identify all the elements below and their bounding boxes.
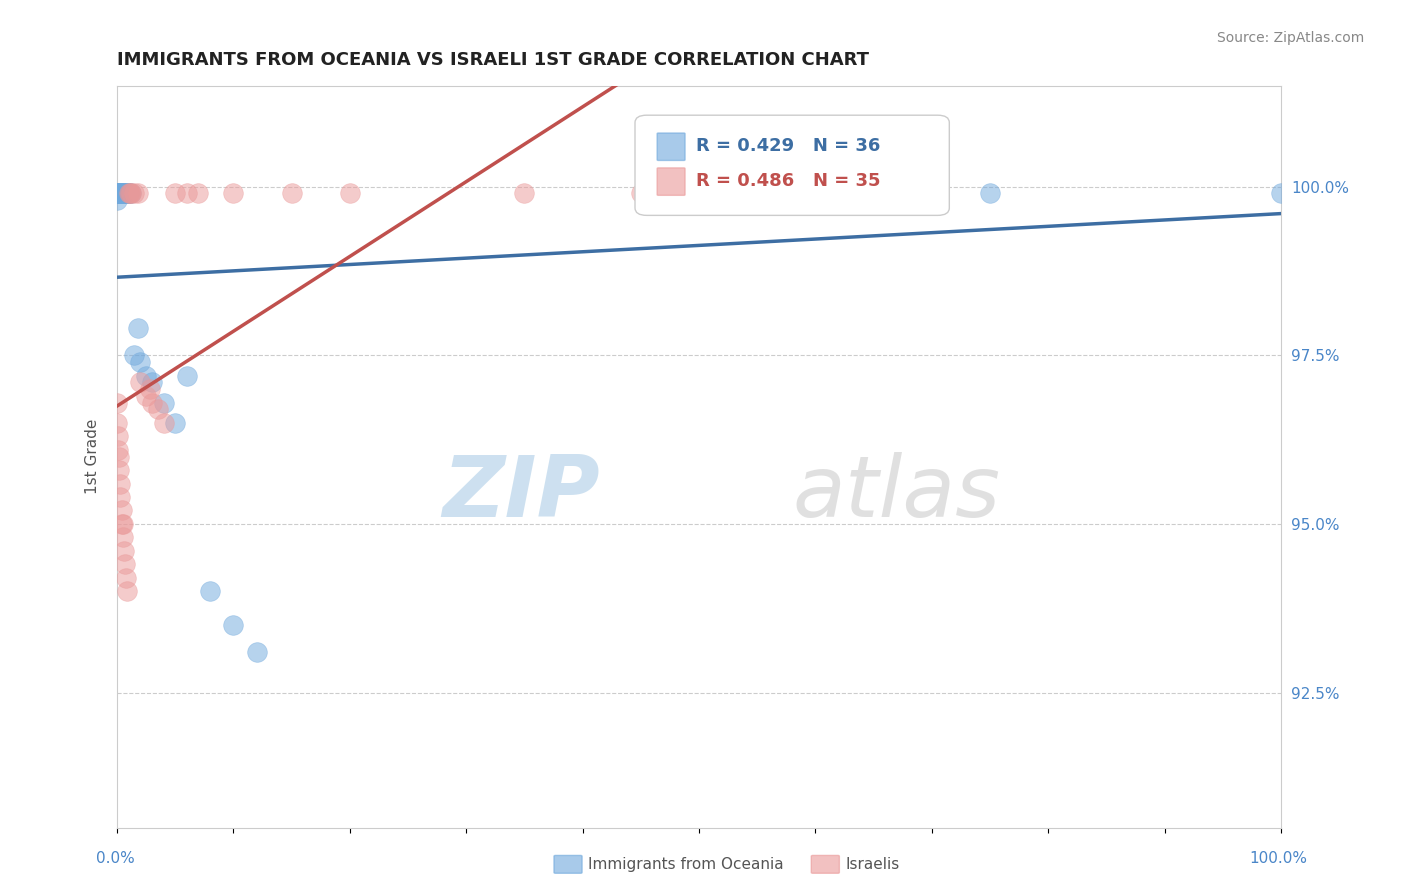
Point <box>108 186 131 201</box>
Point <box>138 382 160 396</box>
Point <box>141 395 163 409</box>
Text: IMMIGRANTS FROM OCEANIA VS ISRAELI 1ST GRADE CORRELATION CHART: IMMIGRANTS FROM OCEANIA VS ISRAELI 1ST G… <box>117 51 869 69</box>
Point <box>107 186 129 201</box>
Point <box>108 463 131 477</box>
Point <box>127 186 149 201</box>
Point <box>117 186 139 201</box>
Point <box>222 618 245 632</box>
Point <box>115 186 138 201</box>
Text: atlas: atlas <box>792 452 1000 535</box>
Point <box>105 186 128 201</box>
Point <box>176 368 198 383</box>
Point <box>111 186 134 201</box>
Point <box>630 186 652 201</box>
Point <box>117 186 139 201</box>
Text: 0.0%: 0.0% <box>96 851 135 865</box>
Point <box>979 186 1001 201</box>
Point <box>110 186 132 201</box>
Point <box>124 186 146 201</box>
Point <box>152 395 174 409</box>
Point <box>117 584 139 599</box>
Point <box>105 416 128 430</box>
Point <box>110 490 132 504</box>
Point <box>141 376 163 390</box>
Point <box>747 186 769 201</box>
Point <box>114 186 136 201</box>
FancyBboxPatch shape <box>657 168 685 195</box>
Text: R = 0.429   N = 36: R = 0.429 N = 36 <box>696 137 880 155</box>
FancyBboxPatch shape <box>636 115 949 215</box>
Point <box>129 355 152 369</box>
Y-axis label: 1st Grade: 1st Grade <box>86 419 100 494</box>
Point <box>135 368 157 383</box>
Point <box>105 395 128 409</box>
Point <box>111 516 134 531</box>
Point <box>124 348 146 362</box>
Text: Immigrants from Oceania: Immigrants from Oceania <box>588 857 783 871</box>
Point <box>111 503 134 517</box>
Point <box>176 186 198 201</box>
Point <box>118 186 141 201</box>
Point <box>165 416 187 430</box>
Text: Source: ZipAtlas.com: Source: ZipAtlas.com <box>1216 31 1364 45</box>
Point <box>112 544 135 558</box>
Point <box>111 186 134 201</box>
Point <box>108 450 131 464</box>
Point <box>105 186 128 201</box>
Point <box>222 186 245 201</box>
Point <box>127 321 149 335</box>
Text: Israelis: Israelis <box>845 857 900 871</box>
Point <box>108 186 131 201</box>
Point <box>152 416 174 430</box>
Text: R = 0.486   N = 35: R = 0.486 N = 35 <box>696 172 880 190</box>
FancyBboxPatch shape <box>657 133 685 161</box>
Point <box>120 186 142 201</box>
Text: ZIP: ZIP <box>443 452 600 535</box>
Point <box>921 186 943 201</box>
Text: 100.0%: 100.0% <box>1250 851 1308 865</box>
Point <box>107 429 129 443</box>
Point <box>165 186 187 201</box>
Point <box>246 645 269 659</box>
Point <box>107 442 129 457</box>
Point <box>115 571 138 585</box>
Point <box>117 186 139 201</box>
Point <box>111 186 134 201</box>
Point <box>135 389 157 403</box>
Point <box>111 186 134 201</box>
Point <box>198 584 221 599</box>
Point <box>146 402 169 417</box>
Point <box>114 558 136 572</box>
Point <box>105 193 128 207</box>
Point <box>112 186 135 201</box>
Point <box>111 516 134 531</box>
Point <box>129 376 152 390</box>
Point <box>280 186 302 201</box>
Point <box>187 186 209 201</box>
Point <box>688 186 710 201</box>
Point <box>107 186 129 201</box>
Point <box>1270 186 1292 201</box>
Point <box>111 531 134 545</box>
Point <box>110 186 132 201</box>
Point <box>513 186 536 201</box>
Point <box>339 186 361 201</box>
Point <box>120 186 142 201</box>
Point <box>110 476 132 491</box>
Point <box>117 186 139 201</box>
